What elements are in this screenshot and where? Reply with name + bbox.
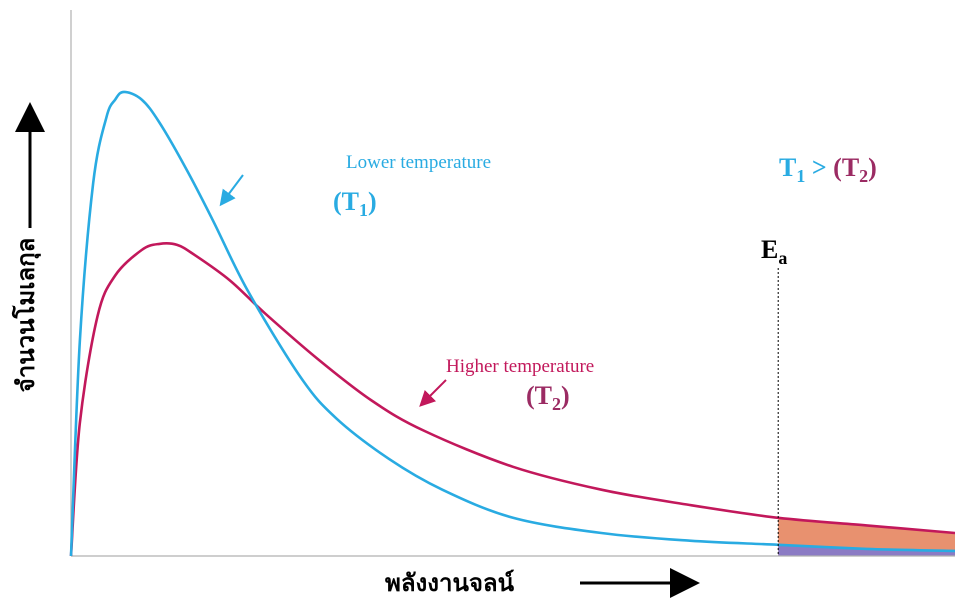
series-symbol-t1: (T1) xyxy=(333,187,377,220)
temperature-relation: T1 > (T2) xyxy=(779,153,877,186)
higher-temperature-pointer-arrow xyxy=(419,379,447,407)
lower-temperature-pointer-arrow xyxy=(219,174,244,207)
series-symbol-t2: (T2) xyxy=(526,381,570,414)
series-label-higher-temperature: Higher temperature xyxy=(446,356,594,377)
series-line-higher-temperature xyxy=(69,242,955,557)
series-label-lower-temperature: Lower temperature xyxy=(346,152,491,173)
y-axis-title: จำนวนโมเลกุล xyxy=(11,238,42,393)
series-line-lower-temperature xyxy=(69,90,955,557)
x-axis-title: พลังงานจลน์ xyxy=(385,569,515,597)
activation-energy-label: Ea xyxy=(761,235,787,268)
